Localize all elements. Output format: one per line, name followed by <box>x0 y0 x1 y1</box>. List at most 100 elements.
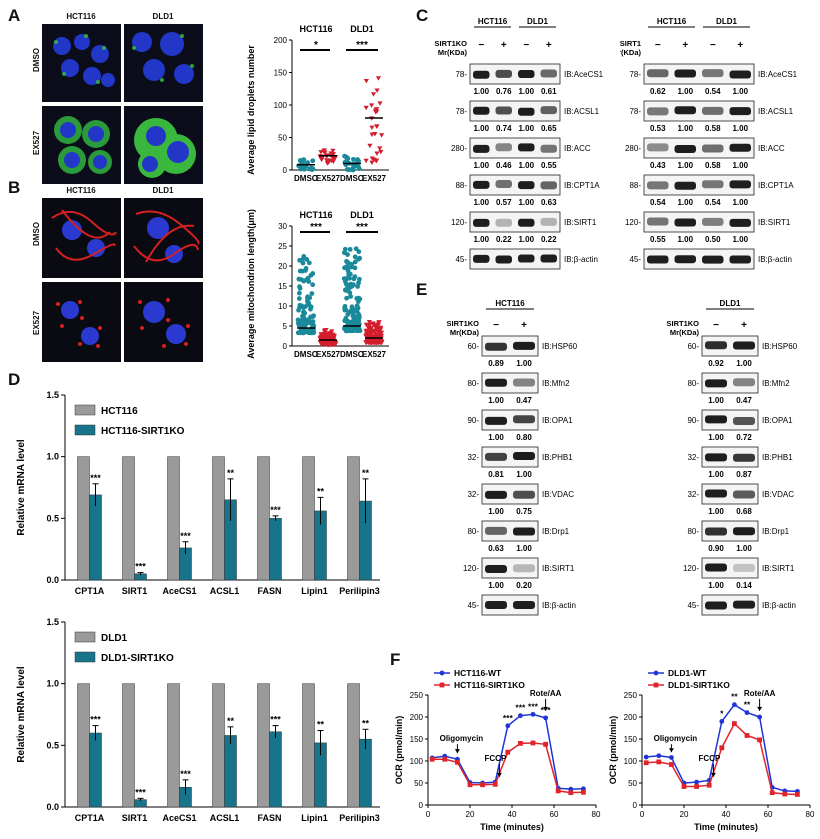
data-point <box>374 338 380 343</box>
data-point <box>345 156 351 161</box>
band <box>647 69 669 78</box>
x-tick-label: CPT1A <box>75 813 105 823</box>
x-tick-label: Perilipin3 <box>339 586 380 596</box>
panel-d-bottom-bar-chart: 0.0 0.5 1.0 1.5 Relative mRNA level *** CPT1A *… <box>16 617 380 823</box>
blot-label: IB:AceCS1 <box>758 70 798 79</box>
band <box>518 70 535 79</box>
x-tick-label: DMSO <box>340 350 364 359</box>
x-tick-label: EX527 <box>316 350 341 359</box>
quant-value: 1.00 <box>732 235 748 244</box>
blot-box <box>481 483 539 505</box>
quant-value: 1.00 <box>708 581 724 590</box>
significance-label: ** <box>362 468 370 478</box>
panel-e-right-blots: DLD1 SIRT1KO Mr(KDa) − +60- IB:HSP60 0.92 1.00 8… <box>630 296 820 631</box>
data-point <box>349 304 355 310</box>
blot-label: IB:SIRT1 <box>564 218 597 227</box>
data-point <box>306 330 312 335</box>
quant-value: 0.54 <box>705 87 721 96</box>
quant-value: 0.53 <box>650 124 666 133</box>
y-tick-label: 5 <box>283 322 288 331</box>
data-point <box>321 148 327 153</box>
data-point <box>367 143 373 149</box>
quant-value: 0.63 <box>488 544 504 553</box>
significance-label: ** <box>731 692 738 702</box>
data-point <box>505 749 511 755</box>
band <box>705 601 727 610</box>
band <box>705 453 727 462</box>
data-point <box>505 723 511 729</box>
data-point <box>795 792 800 797</box>
band <box>518 181 535 190</box>
band <box>729 107 751 116</box>
data-point <box>348 281 354 287</box>
bar <box>167 683 180 808</box>
data-point <box>347 271 353 277</box>
panel-b-sig-2: *** <box>356 222 368 233</box>
quant-value: 0.74 <box>496 124 512 133</box>
data-point <box>350 167 356 173</box>
bar <box>302 683 315 808</box>
data-point <box>343 307 349 313</box>
mw-marker: 120- <box>683 564 699 573</box>
x-tick-label: 40 <box>722 810 731 819</box>
data-point <box>363 105 369 111</box>
blot-box <box>701 483 759 505</box>
bar <box>359 738 372 808</box>
y-tick-label: 0.0 <box>46 802 59 812</box>
significance-label: ** <box>227 716 235 726</box>
lane-sign: − <box>523 40 529 51</box>
quant-value: 0.46 <box>496 161 512 170</box>
data-point <box>296 276 302 282</box>
data-point <box>374 340 380 346</box>
data-point <box>346 167 352 173</box>
legend-label: HCT116-WT <box>454 668 502 678</box>
micrograph-b-dld1-ex527 <box>124 282 203 362</box>
quant-value: 1.00 <box>473 87 489 96</box>
band <box>705 563 727 572</box>
significance-label: *** <box>90 473 101 483</box>
blot-box <box>469 63 561 85</box>
y-tick-label: 25 <box>278 242 287 251</box>
data-point <box>656 753 662 759</box>
data-point <box>356 280 361 286</box>
band <box>733 378 755 387</box>
x-tick-label: DMSO <box>294 350 318 359</box>
mw-marker: 32- <box>467 453 479 462</box>
band <box>674 181 696 190</box>
significance-label: ** <box>362 718 370 728</box>
cell-line-label: DLD1 <box>716 17 737 26</box>
quant-value: 0.58 <box>705 124 721 133</box>
x-tick-label: Perilipin3 <box>339 813 380 823</box>
data-point <box>349 264 354 270</box>
band <box>513 341 535 350</box>
bar <box>269 518 282 581</box>
x-tick-label: ACSL1 <box>210 813 240 823</box>
mw-marker: 78- <box>455 107 467 116</box>
x-tick-label: 0 <box>426 810 431 819</box>
data-point <box>782 791 788 797</box>
quant-value: 1.00 <box>488 581 504 590</box>
data-point <box>530 711 536 717</box>
x-tick-label: Lipin1 <box>301 586 328 596</box>
band <box>485 564 507 573</box>
data-point <box>373 110 379 115</box>
quant-value: 0.80 <box>516 433 532 442</box>
band <box>540 254 557 263</box>
band <box>495 69 512 78</box>
panel-label-e: E <box>416 280 428 299</box>
micrograph-a-dld1-dmso <box>124 24 203 102</box>
data-point <box>357 296 363 302</box>
quant-value: 1.00 <box>488 433 504 442</box>
band <box>674 106 696 115</box>
data-point <box>492 781 498 787</box>
arrow-head <box>543 706 549 711</box>
band <box>485 490 507 499</box>
x-tick-label: EX527 <box>316 174 341 183</box>
mw-marker: 80- <box>467 527 479 536</box>
quant-value: 1.00 <box>516 544 532 553</box>
blot-box <box>643 137 755 159</box>
blot-label: IB:HSP60 <box>542 342 578 351</box>
panel-b-scatter: Average mitochondrion length(μm) 0 5 10 15 2… <box>246 209 389 359</box>
blot-box <box>701 372 759 394</box>
x-tick-label: 80 <box>592 810 601 819</box>
